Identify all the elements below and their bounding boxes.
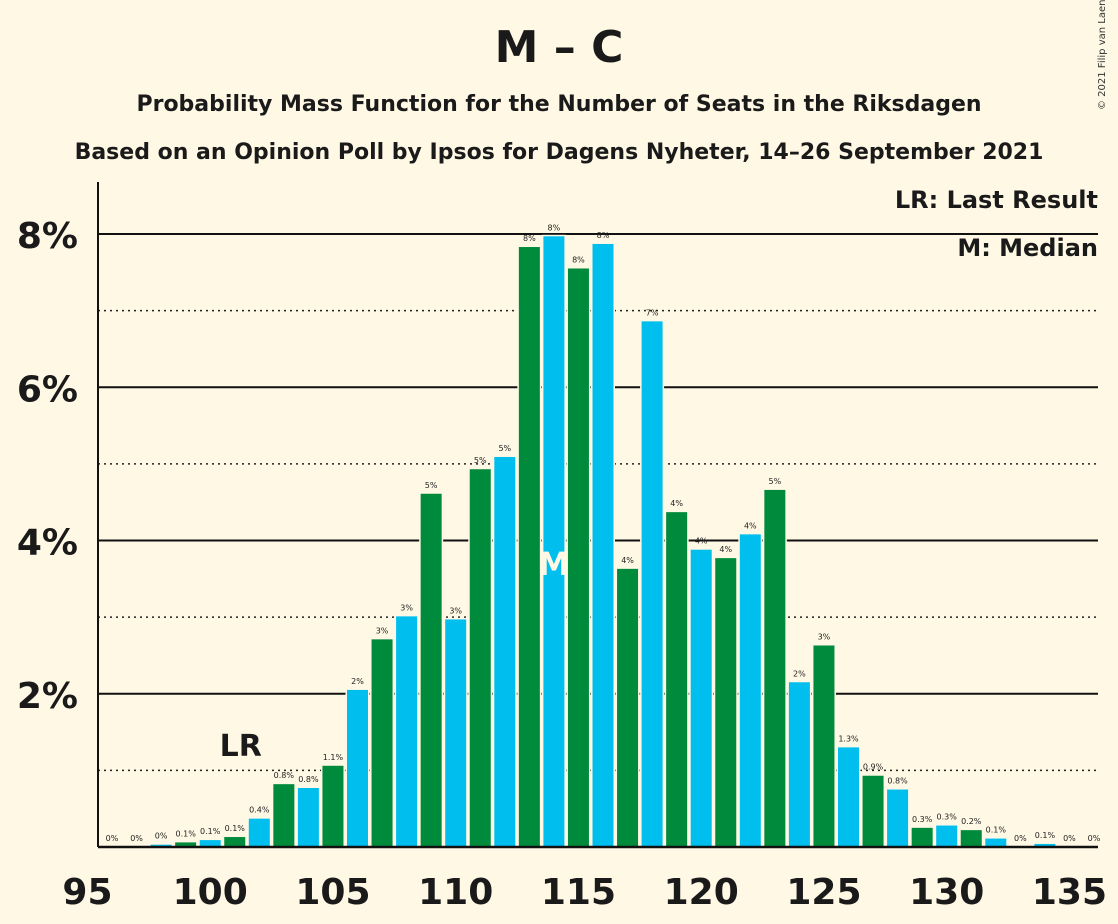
bar <box>396 616 418 847</box>
bar <box>273 784 295 847</box>
bar-value-label: 4% <box>670 499 683 508</box>
bar <box>567 268 589 847</box>
bar-value-label: 0.1% <box>986 826 1007 835</box>
legend-last-result: LR: Last Result <box>894 186 1098 214</box>
bar <box>764 489 786 847</box>
bar-value-label: 0% <box>130 834 143 843</box>
bar <box>543 236 565 847</box>
bar-value-label: 5% <box>474 456 487 465</box>
bar-value-label: 0% <box>155 832 168 841</box>
bar-value-label: 4% <box>695 537 708 546</box>
x-tick-label: 100 <box>173 872 248 913</box>
bar-value-label: 0% <box>1014 834 1027 843</box>
bar-value-label: 5% <box>768 477 781 486</box>
bar <box>739 534 761 847</box>
bar <box>469 469 491 847</box>
median-marker: M <box>538 545 570 583</box>
bar-value-label: 3% <box>449 606 462 615</box>
bar <box>175 842 197 847</box>
bar <box>199 840 221 847</box>
chart-subtitle: Probability Mass Function for the Number… <box>136 92 982 117</box>
bar <box>322 765 344 847</box>
bar-value-label: 0.8% <box>298 775 319 784</box>
y-tick-label: 4% <box>17 523 78 564</box>
bar-value-label: 0.9% <box>863 763 884 772</box>
last-result-marker: LR <box>220 729 262 764</box>
x-tick-label: 95 <box>62 872 112 913</box>
bar-value-label: 0% <box>1063 834 1076 843</box>
bar <box>297 787 319 847</box>
bar <box>371 639 393 847</box>
bar <box>445 619 467 847</box>
bar-value-label: 0.1% <box>225 824 246 833</box>
bar-value-label: 1.1% <box>323 753 344 762</box>
bar <box>690 549 712 847</box>
bar <box>641 321 663 847</box>
y-tick-label: 8% <box>17 216 78 257</box>
bar-value-label: 3% <box>400 603 413 612</box>
bar <box>617 568 639 847</box>
x-tick-label: 115 <box>541 872 616 913</box>
bar-value-label: 1.3% <box>838 734 859 743</box>
bar <box>960 830 982 847</box>
bar <box>985 838 1007 847</box>
bar <box>788 682 810 847</box>
bar-value-label: 4% <box>621 556 634 565</box>
x-tick-label: 135 <box>1032 872 1107 913</box>
bar-value-label: 8% <box>572 255 585 264</box>
bar <box>838 747 859 847</box>
bar <box>347 689 368 847</box>
y-tick-label: 2% <box>17 676 78 717</box>
x-tick-label: 125 <box>786 872 861 913</box>
bar <box>224 837 246 847</box>
bar <box>813 645 835 847</box>
bar <box>862 775 884 847</box>
bar <box>666 512 688 847</box>
bar-value-label: 0.2% <box>961 817 982 826</box>
bar <box>248 818 270 847</box>
legend-median: M: Median <box>957 234 1098 262</box>
bar <box>887 789 909 847</box>
bar-value-label: 8% <box>548 223 561 232</box>
bar-value-label: 4% <box>719 545 732 554</box>
bar <box>715 558 737 847</box>
bar-value-label: 7% <box>646 308 659 317</box>
bar-value-label: 0.1% <box>200 827 221 836</box>
bar-value-label: 2% <box>351 677 364 686</box>
bar-value-label: 0.1% <box>1035 831 1056 840</box>
bar-value-label: 0.8% <box>887 777 908 786</box>
bar-value-label: 8% <box>597 231 610 240</box>
bar <box>494 456 516 847</box>
bar <box>911 827 933 847</box>
y-tick-label: 6% <box>17 369 78 410</box>
chart-title: M – C <box>494 22 624 73</box>
bar-value-label: 0.1% <box>175 829 196 838</box>
bar-value-label: 0.8% <box>274 771 295 780</box>
bar-value-label: 4% <box>744 521 757 530</box>
bar <box>420 493 442 847</box>
x-tick-label: 105 <box>295 872 370 913</box>
x-tick-label: 130 <box>909 872 984 913</box>
bar <box>592 243 614 847</box>
bar-value-label: 0.3% <box>912 815 933 824</box>
bar <box>1034 843 1056 847</box>
bar-value-label: 0% <box>106 834 119 843</box>
bar-value-label: 0.3% <box>937 813 958 822</box>
bar-value-label: 5% <box>498 444 511 453</box>
bar-value-label: 2% <box>793 669 806 678</box>
bar-value-label: 3% <box>376 626 389 635</box>
bar-value-label: 5% <box>425 481 438 490</box>
bar-value-label: 0.4% <box>249 806 270 815</box>
x-tick-label: 110 <box>418 872 493 913</box>
chart-subtitle-poll: Based on an Opinion Poll by Ipsos for Da… <box>74 140 1044 165</box>
bar-value-label: 0% <box>1088 834 1101 843</box>
bar <box>936 825 958 847</box>
x-tick-label: 120 <box>664 872 739 913</box>
bar <box>518 247 540 847</box>
bar-value-label: 3% <box>818 632 831 641</box>
bar-value-label: 8% <box>523 234 536 243</box>
